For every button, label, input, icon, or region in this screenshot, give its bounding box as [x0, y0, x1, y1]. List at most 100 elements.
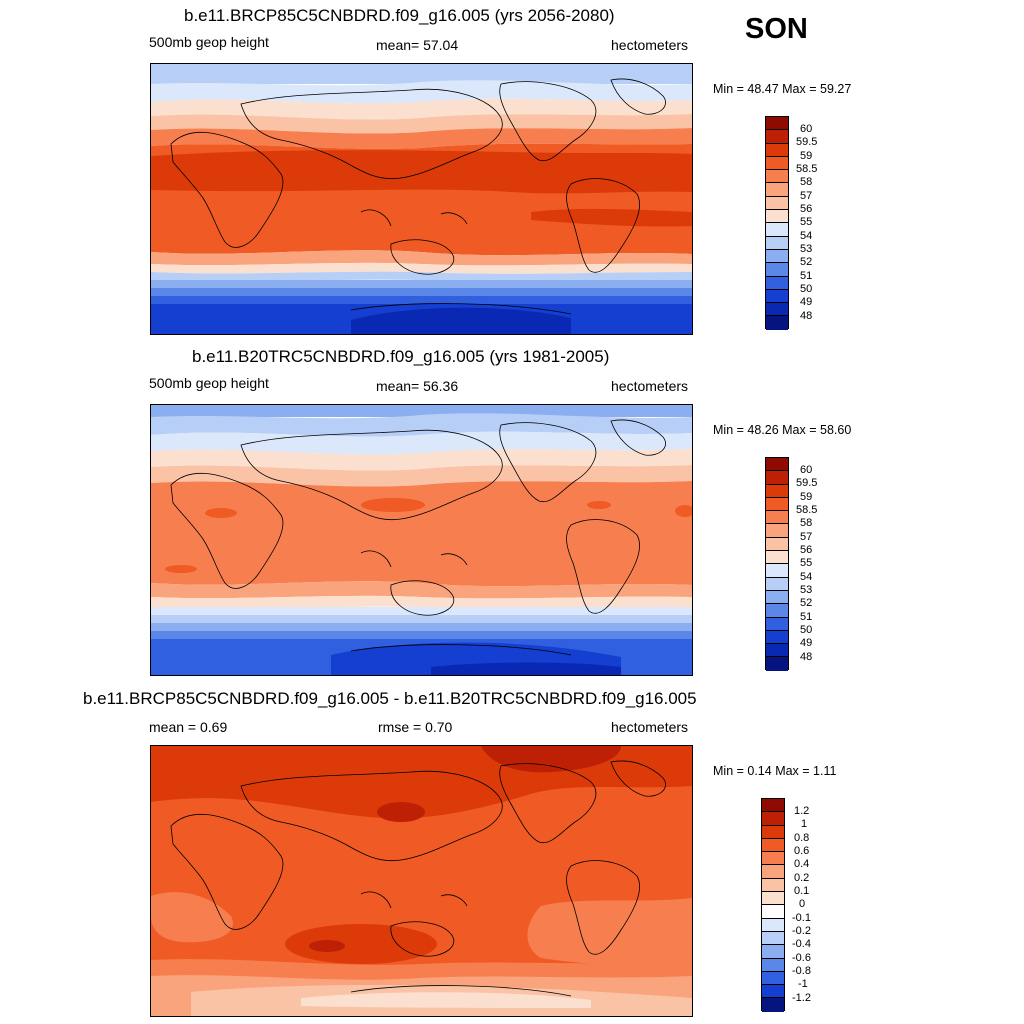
colorbar-swatch	[766, 143, 788, 157]
colorbar-tick-label: -1.2	[792, 992, 811, 1004]
colorbar-tick-label: -0.6	[792, 952, 811, 964]
colorbar-swatch	[762, 812, 784, 826]
colorbar-tick-label: 0.6	[794, 845, 810, 857]
colorbar-swatch	[766, 183, 788, 197]
colorbar-tick-label: 48	[800, 651, 813, 663]
band	[151, 405, 692, 417]
colorbar-tick-label: 0.4	[794, 858, 810, 870]
colorbar-swatch	[766, 458, 788, 472]
panel-bottom-title: b.e11.BRCP85C5CNBDRD.f09_g16.005 - b.e11…	[83, 689, 697, 708]
coastlines	[170, 760, 666, 997]
band	[151, 150, 692, 194]
band	[151, 288, 692, 296]
colorbar-tick-label: 0.1	[794, 885, 810, 897]
band	[481, 746, 621, 773]
panel-bottom-mean-label: mean = 0.69	[149, 719, 228, 735]
band	[151, 98, 692, 120]
colorbar-swatch	[766, 644, 788, 658]
colorbar-tick-label: 50	[800, 624, 813, 636]
panel-bottom-units-label: hectometers	[611, 719, 689, 735]
colorbar-swatch	[766, 249, 788, 264]
colorbar-tick-label: 59.5	[796, 136, 818, 148]
band	[151, 481, 692, 587]
colorbar-tick-label: 54	[800, 230, 813, 242]
panel-bottom-colorbar	[761, 798, 785, 1012]
colorbar-swatch	[766, 276, 788, 290]
colorbar-tick-label: 58.5	[796, 504, 818, 516]
band	[351, 307, 571, 334]
panel-top-colorbar	[765, 116, 789, 330]
colorbar-swatch	[762, 958, 784, 972]
season-label: SON	[745, 13, 808, 45]
colorbar-tick-label: -0.1	[792, 912, 811, 924]
band	[361, 498, 425, 512]
band	[205, 508, 237, 518]
colorbar-swatch	[766, 170, 788, 184]
band	[151, 128, 692, 149]
colorbar-swatch	[766, 630, 788, 645]
colorbar-swatch	[762, 878, 784, 893]
panel-middle-minmax: Min = 48.26 Max = 58.60	[713, 423, 852, 437]
colorbar-tick-label: 58	[800, 176, 813, 188]
band	[151, 271, 692, 282]
band	[151, 413, 692, 437]
panel-top-mean-label: mean= 57.04	[376, 37, 459, 53]
band	[151, 465, 692, 487]
colorbar-swatch	[766, 289, 788, 304]
colorbar-tick-label: 57	[800, 190, 813, 202]
colorbar-swatch	[762, 931, 784, 946]
colorbar-tick-label: 50	[800, 283, 813, 295]
band	[151, 64, 692, 84]
colorbar-tick-label: 0.8	[794, 832, 810, 844]
band	[527, 898, 692, 965]
band	[151, 449, 692, 471]
colorbar-tick-label: -0.4	[792, 938, 811, 950]
colorbar-swatch	[766, 471, 788, 485]
colorbar-swatch	[766, 303, 788, 317]
panel-bottom-field	[151, 746, 692, 1016]
colorbar-swatch	[766, 524, 788, 538]
band	[301, 992, 591, 1008]
colorbar-tick-label: 56	[800, 544, 813, 556]
colorbar-swatch	[762, 905, 784, 919]
band	[151, 595, 692, 609]
colorbar-tick-label: 49	[800, 296, 813, 308]
panel-bottom-minmax: Min = 0.14 Max = 1.11	[713, 764, 837, 778]
band	[151, 80, 692, 104]
colorbar-swatch	[762, 825, 784, 839]
panel-middle-map	[150, 404, 693, 676]
colorbar-tick-label: 53	[800, 584, 813, 596]
colorbar-tick-label: 59	[800, 150, 813, 162]
colorbar-tick-label: 51	[800, 611, 813, 623]
colorbar-tick-label: 58.5	[796, 163, 818, 175]
band	[151, 262, 692, 274]
colorbar-tick-label: 51	[800, 270, 813, 282]
band	[151, 892, 233, 943]
band	[309, 940, 345, 952]
colorbar-tick-label: 60	[800, 464, 813, 476]
colorbar-swatch	[762, 945, 784, 959]
colorbar-swatch	[766, 223, 788, 237]
panel-bottom-map	[150, 745, 693, 1017]
colorbar-swatch	[766, 156, 788, 171]
band	[151, 280, 692, 288]
colorbar-tick-label: 52	[800, 256, 813, 268]
panel-middle-field	[151, 405, 692, 675]
colorbar-swatch	[766, 130, 788, 144]
colorbar-swatch	[766, 117, 788, 131]
colorbar-swatch	[766, 551, 788, 565]
band	[151, 296, 692, 304]
colorbar-swatch	[762, 971, 784, 986]
colorbar-swatch	[766, 537, 788, 552]
panel-top-minmax: Min = 48.47 Max = 59.27	[713, 82, 852, 96]
band	[151, 114, 692, 134]
panel-top-title: b.e11.BRCP85C5CNBDRD.f09_g16.005 (yrs 20…	[184, 6, 615, 25]
colorbar-tick-label: -0.2	[792, 925, 811, 937]
colorbar-swatch	[766, 617, 788, 631]
colorbar-swatch	[766, 316, 788, 330]
band	[151, 607, 692, 615]
panel-bottom-rmse-label: rmse = 0.70	[378, 719, 453, 735]
band	[587, 501, 611, 509]
band	[151, 615, 692, 623]
colorbar-swatch	[762, 985, 784, 999]
